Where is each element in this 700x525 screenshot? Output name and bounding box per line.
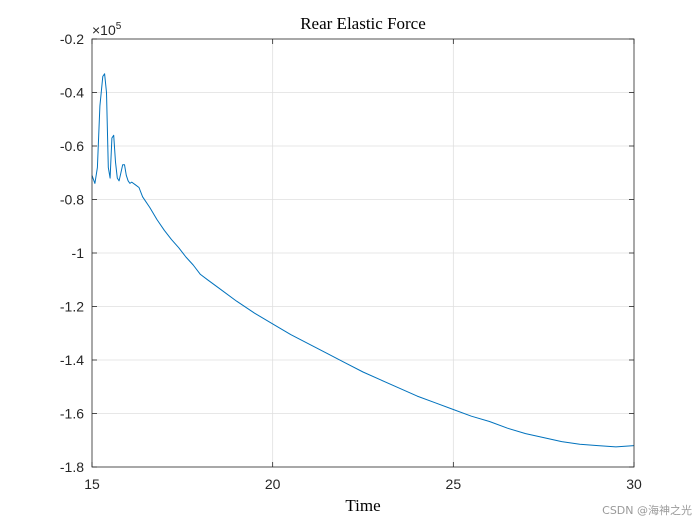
y-tick-label: -0.2: [60, 31, 84, 47]
tick-marks: [91, 38, 635, 468]
y-tick-label: -1.8: [60, 459, 84, 475]
x-tick-labels: 15 20 25 30: [84, 476, 642, 492]
y-tick-labels: -0.2 -0.4 -0.6 -0.8 -1 -1.2 -1.4 -1.6 -1.8: [60, 31, 84, 475]
data-series-line: [91, 73, 635, 448]
y-tick-label: -1.2: [60, 299, 84, 315]
y-tick-label: -0.8: [60, 192, 84, 208]
y-exponent-label: ×105: [92, 21, 122, 38]
y-tick-label: -1.6: [60, 406, 84, 422]
x-tick-label: 30: [626, 476, 642, 492]
chart-title: Rear Elastic Force: [300, 14, 426, 33]
x-tick-label: 20: [265, 476, 281, 492]
y-tick-label: -0.4: [60, 85, 84, 101]
x-tick-label: 15: [84, 476, 100, 492]
x-tick-label: 25: [446, 476, 462, 492]
y-tick-label: -1.4: [60, 352, 84, 368]
y-tick-label: -1: [72, 245, 85, 261]
grid: [92, 39, 634, 467]
x-axis-label: Time: [345, 496, 380, 515]
y-tick-label: -0.6: [60, 138, 84, 154]
watermark-text: CSDN @海神之光: [602, 503, 692, 517]
